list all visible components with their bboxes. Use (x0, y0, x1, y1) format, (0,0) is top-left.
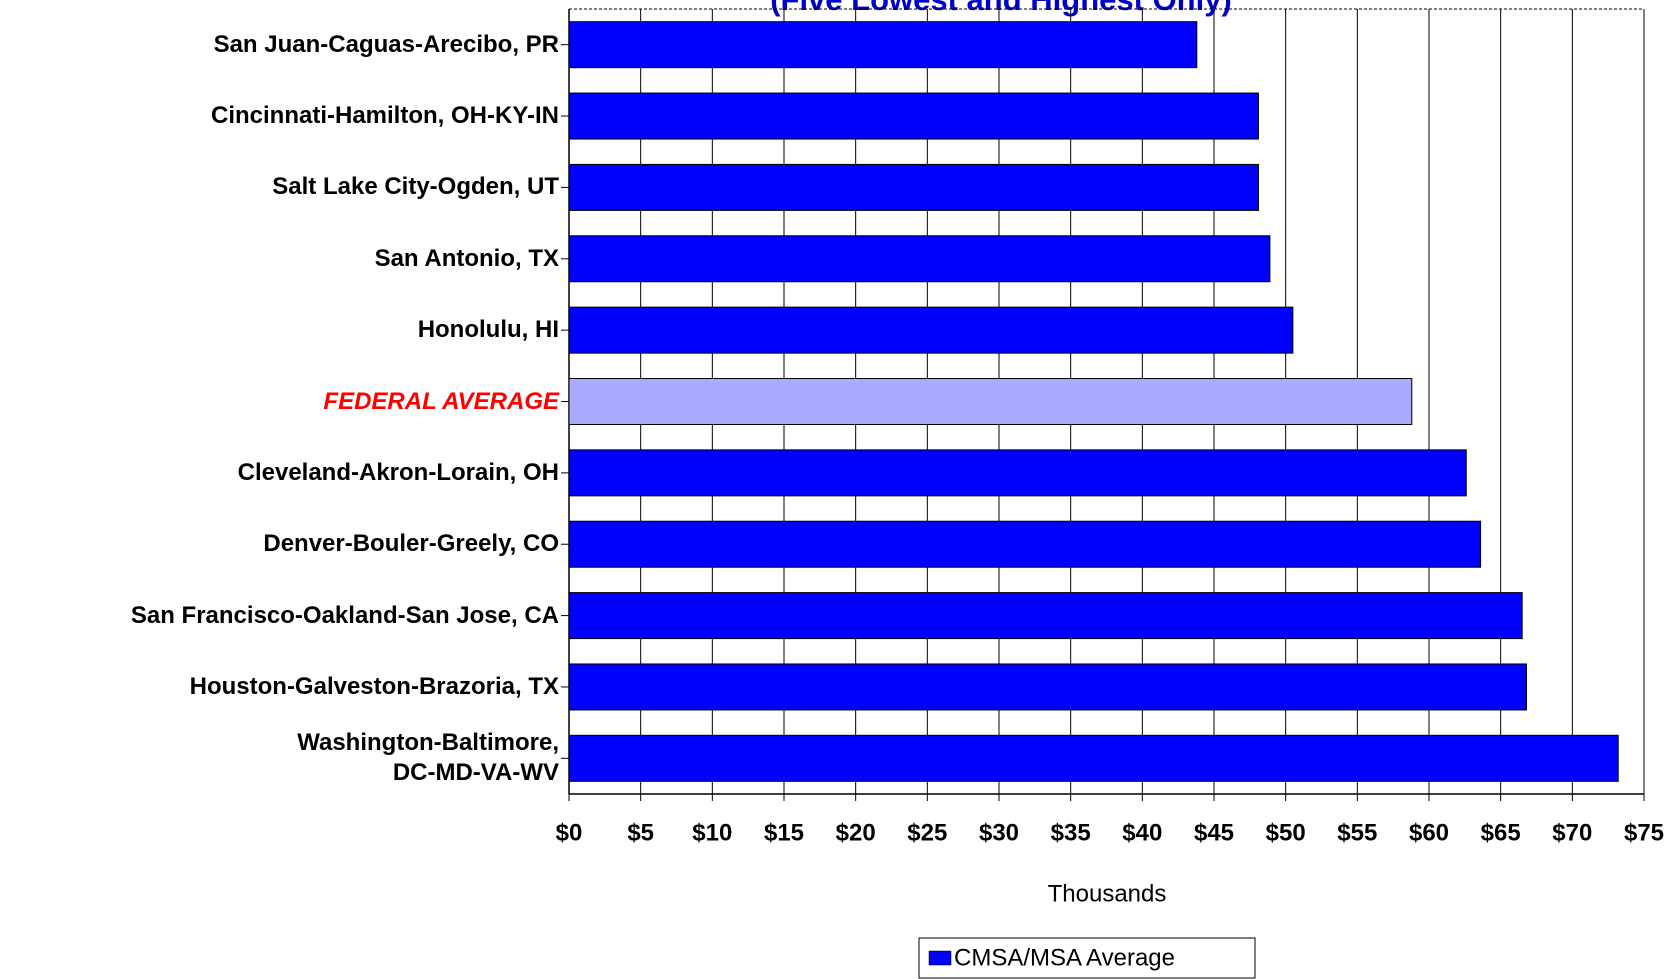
bar (568, 306, 1294, 354)
y-tick-label: Honolulu, HI (417, 316, 559, 344)
bar (568, 449, 1467, 497)
bar (568, 734, 1619, 782)
x-tick-label: $10 (692, 819, 732, 846)
y-tick-label: FEDERAL AVERAGE (323, 387, 559, 415)
y-tick-label: San Juan-Caguas-Arecibo, PR (213, 30, 559, 58)
bar (568, 663, 1527, 711)
bar (568, 21, 1198, 69)
x-tick-label: $25 (907, 819, 947, 846)
y-tick-label: San Francisco-Oakland-San Jose, CA (130, 601, 559, 629)
bar (568, 592, 1523, 640)
x-tick-label: $15 (764, 819, 804, 846)
x-tick-label: $5 (627, 819, 654, 846)
y-tick-label: Houston-Galveston-Brazoria, TX (189, 672, 559, 700)
legend-box (918, 937, 1256, 979)
x-tick-label: $35 (1051, 819, 1091, 846)
bar (568, 378, 1413, 425)
bar (568, 163, 1259, 211)
x-tick-label: $60 (1409, 819, 1449, 846)
y-tick-label: Denver-Bouler-Greely, CO (263, 530, 559, 558)
bar (568, 235, 1271, 283)
x-tick-label: $50 (1266, 819, 1306, 846)
legend-swatch (928, 950, 952, 966)
x-tick-label: $20 (836, 819, 876, 846)
y-tick-label: Cleveland-Akron-Lorain, OH (237, 458, 559, 486)
x-tick-label: $40 (1122, 819, 1162, 846)
x-tick-label: $30 (979, 819, 1019, 846)
y-tick-label: San Antonio, TX (374, 244, 559, 272)
bar (568, 520, 1482, 568)
x-tick-label: $70 (1552, 819, 1592, 846)
y-tick-label: Salt Lake City-Ogden, UT (272, 173, 559, 201)
x-tick-label: $65 (1481, 819, 1521, 846)
x-tick-label: $55 (1337, 819, 1377, 846)
bar (568, 92, 1259, 140)
x-tick-label: $45 (1194, 819, 1234, 846)
y-tick-label: Cincinnati-Hamilton, OH-KY-IN (211, 102, 559, 130)
x-tick-label: $0 (556, 819, 583, 846)
x-tick-label: $75 (1624, 819, 1664, 846)
x-axis-label: Thousands (1048, 880, 1167, 907)
y-tick-label: Washington-Baltimore, DC-MD-VA-WV (297, 729, 559, 787)
legend-label: CMSA/MSA Average (954, 944, 1175, 971)
